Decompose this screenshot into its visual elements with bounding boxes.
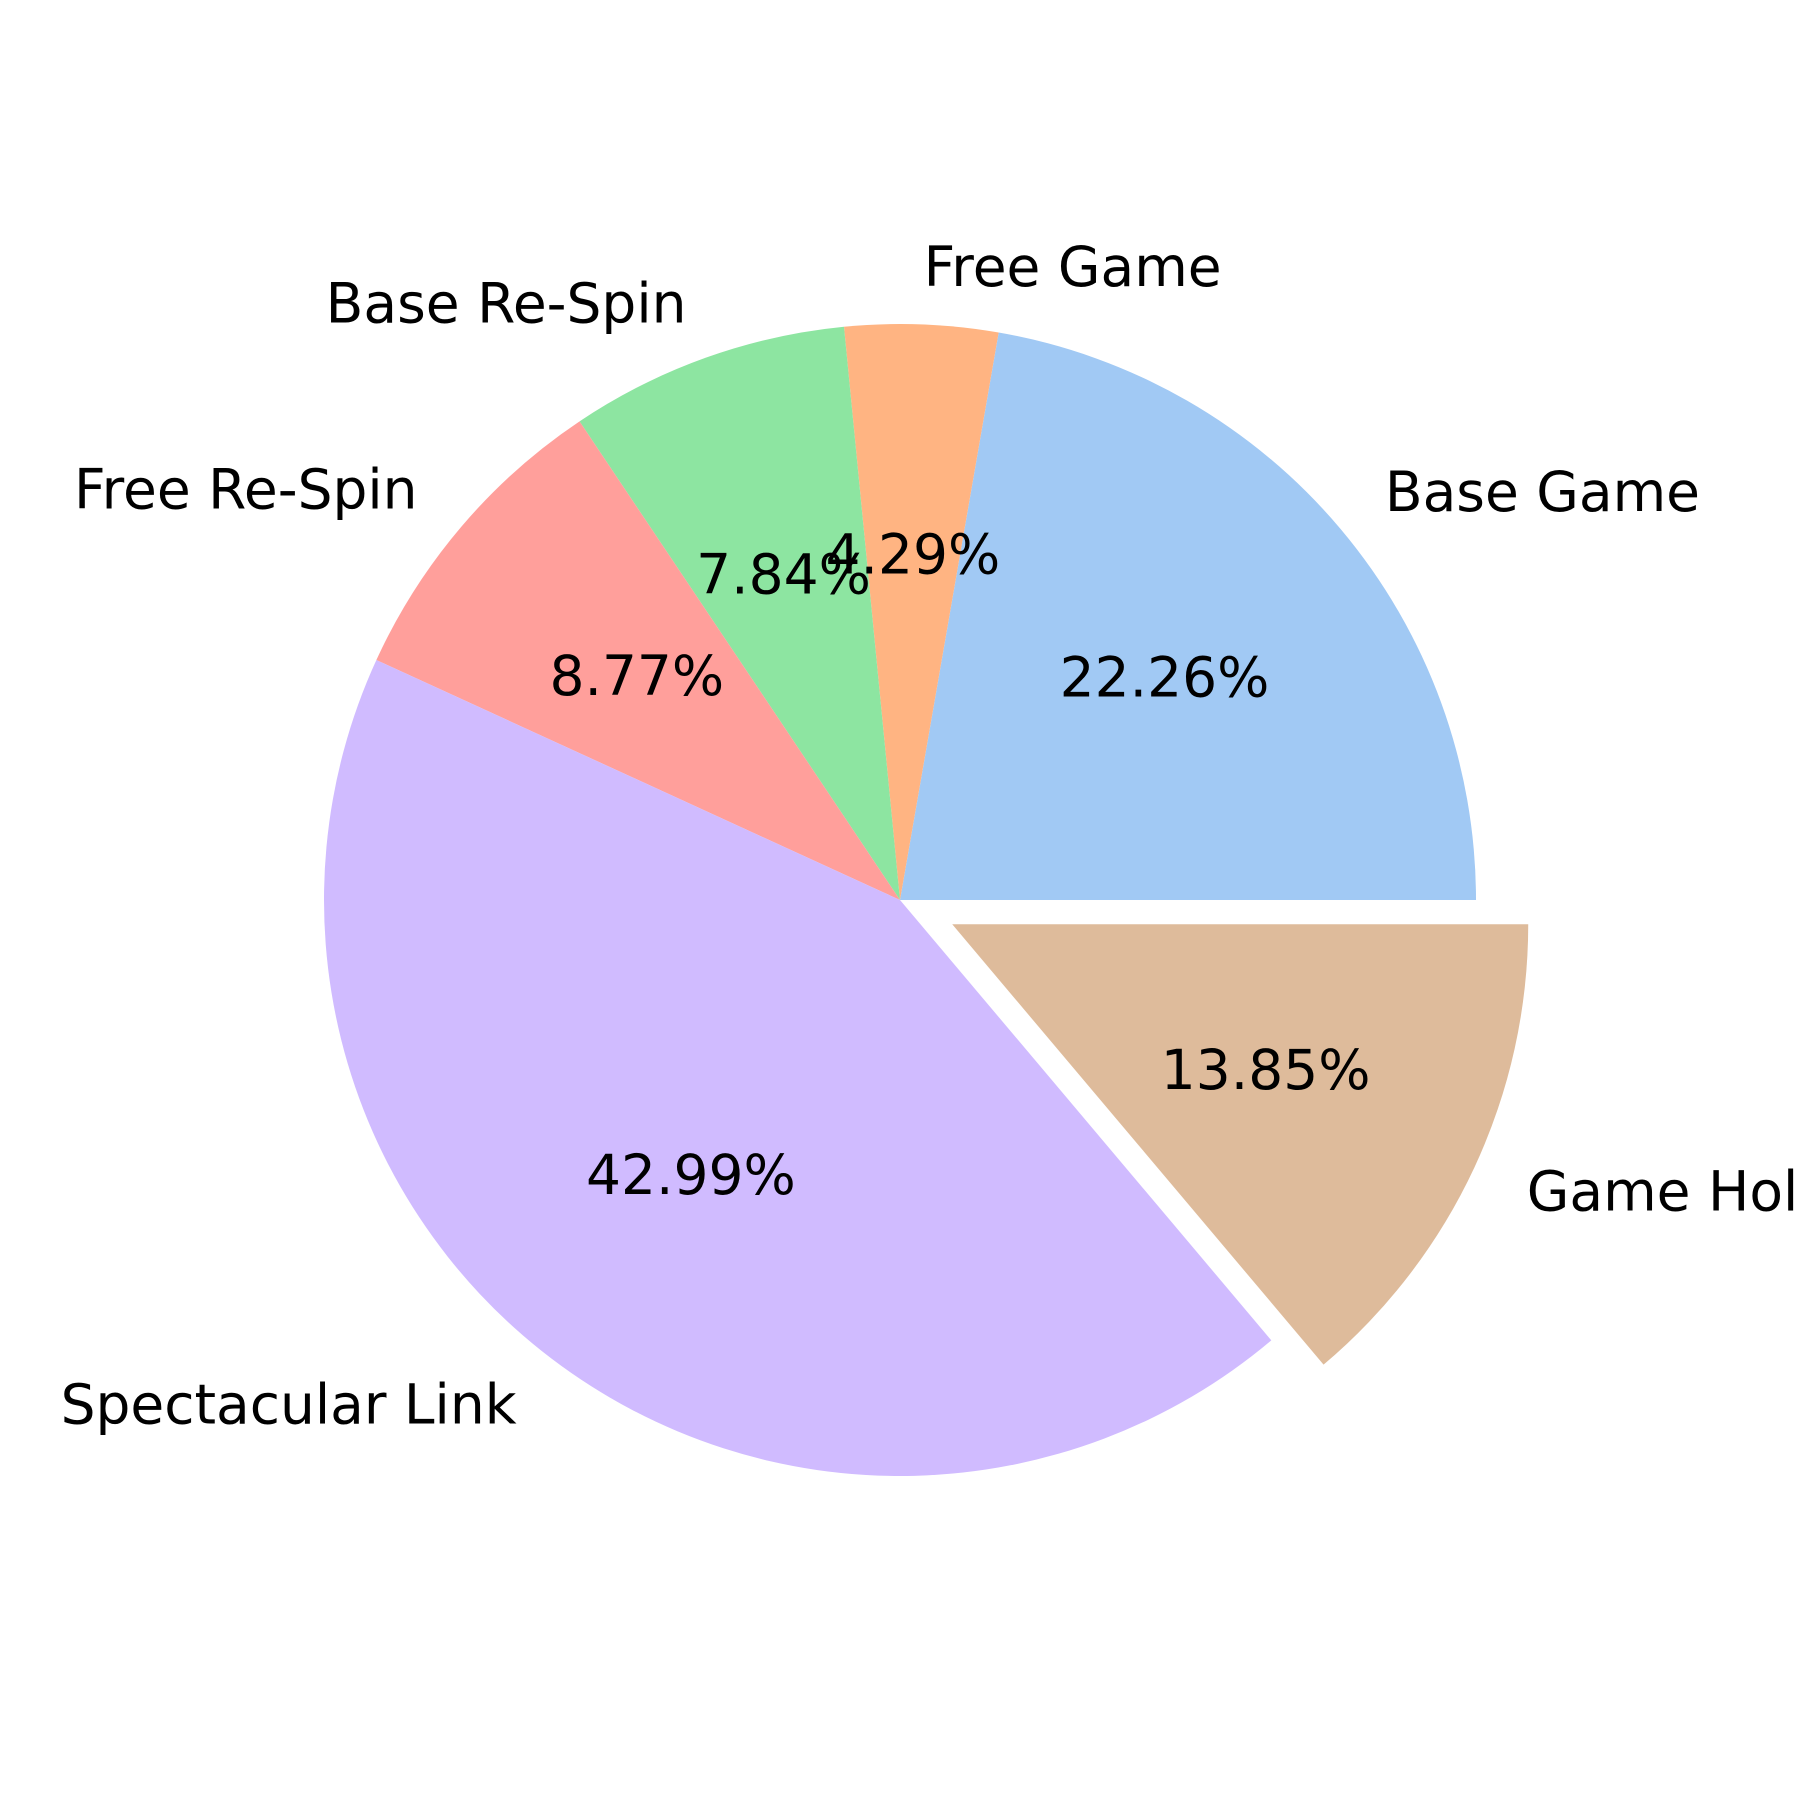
pct-label-free-game: 4.29% [826,523,1001,587]
pct-label-game-hold: 13.85% [1161,1038,1371,1102]
category-labels: Base Game Free Game Base Re-Spin Free Re-Sp… [61,235,1800,1437]
pct-label-base-game: 22.26% [1060,646,1270,710]
pie-slice-base-re-spin [579,326,900,900]
pct-label-base-re-spin: 7.84% [696,543,871,607]
pie-slice-base-game [900,332,1476,901]
pct-label-free-re-spin: 8.77% [549,644,724,708]
category-label-spectacular-link: Spectacular Link [61,1372,517,1436]
category-label-game-hold: Game Hold [1527,1159,1800,1223]
category-label-base-re-spin: Base Re-Spin [326,271,687,335]
pie-slice-free-re-spin [376,421,900,900]
category-label-free-re-spin: Free Re-Spin [74,457,418,521]
pie-slice-game-hold [952,924,1529,1365]
category-label-base-game: Base Game [1385,460,1700,524]
percentage-labels: 22.26% 4.29%7.84% 8.77% 42.99% 13.85% [549,523,1370,1207]
pct-label-spectacular-link: 42.99% [586,1143,796,1207]
pie-slice-spectacular-link [323,660,1272,1477]
pie-slice-free-game [843,324,999,900]
category-label-free-game: Free Game [924,235,1222,299]
pie-slices [323,324,1529,1477]
